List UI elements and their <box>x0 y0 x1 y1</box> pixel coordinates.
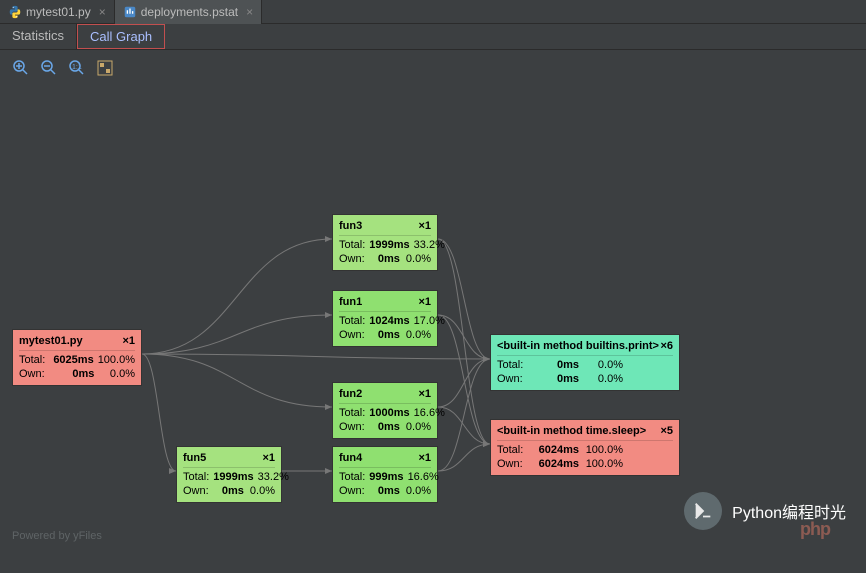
call-graph-canvas[interactable]: Powered by yFiles Python编程时光 php mytest0… <box>0 86 866 546</box>
layout-icon[interactable] <box>96 59 114 77</box>
file-tab-label: deployments.pstat <box>141 5 238 19</box>
graph-node-fun1[interactable]: fun1×1Total:1024ms17.0%Own:0ms0.0% <box>332 290 438 347</box>
graph-node-fun2[interactable]: fun2×1Total:1000ms16.6%Own:0ms0.0% <box>332 382 438 439</box>
file-tab-deployments[interactable]: deployments.pstat × <box>115 0 262 24</box>
file-tab-mytest[interactable]: mytest01.py × <box>0 0 115 24</box>
sub-tabs: Statistics Call Graph <box>0 24 866 50</box>
watermark: Python编程时光 <box>684 492 846 530</box>
svg-text:1:1: 1:1 <box>72 64 82 71</box>
graph-node-fun5[interactable]: fun5×1Total:1999ms33.2%Own:0ms0.0% <box>176 446 282 503</box>
watermark-text: Python编程时光 <box>732 499 846 523</box>
pstat-icon <box>123 5 137 19</box>
python-icon <box>8 5 22 19</box>
file-tabs: mytest01.py × deployments.pstat × <box>0 0 866 24</box>
tab-call-graph[interactable]: Call Graph <box>77 24 165 49</box>
zoom-fit-icon[interactable]: 1:1 <box>68 59 86 77</box>
tab-statistics[interactable]: Statistics <box>0 24 77 49</box>
zoom-out-icon[interactable] <box>40 59 58 77</box>
watermark-icon <box>684 492 722 530</box>
file-tab-label: mytest01.py <box>26 5 91 19</box>
graph-node-fun4[interactable]: fun4×1Total:999ms16.6%Own:0ms0.0% <box>332 446 438 503</box>
graph-node-root[interactable]: mytest01.py×1Total:6025ms100.0%Own:0ms0.… <box>12 329 142 386</box>
graph-node-sleep[interactable]: <built-in method time.sleep>×5Total:6024… <box>490 419 680 476</box>
close-icon[interactable]: × <box>246 5 253 19</box>
zoom-in-icon[interactable] <box>12 59 30 77</box>
close-icon[interactable]: × <box>99 5 106 19</box>
graph-node-fun3[interactable]: fun3×1Total:1999ms33.2%Own:0ms0.0% <box>332 214 438 271</box>
graph-node-print[interactable]: <built-in method builtins.print>×6Total:… <box>490 334 680 391</box>
toolbar: 1:1 <box>0 50 866 86</box>
